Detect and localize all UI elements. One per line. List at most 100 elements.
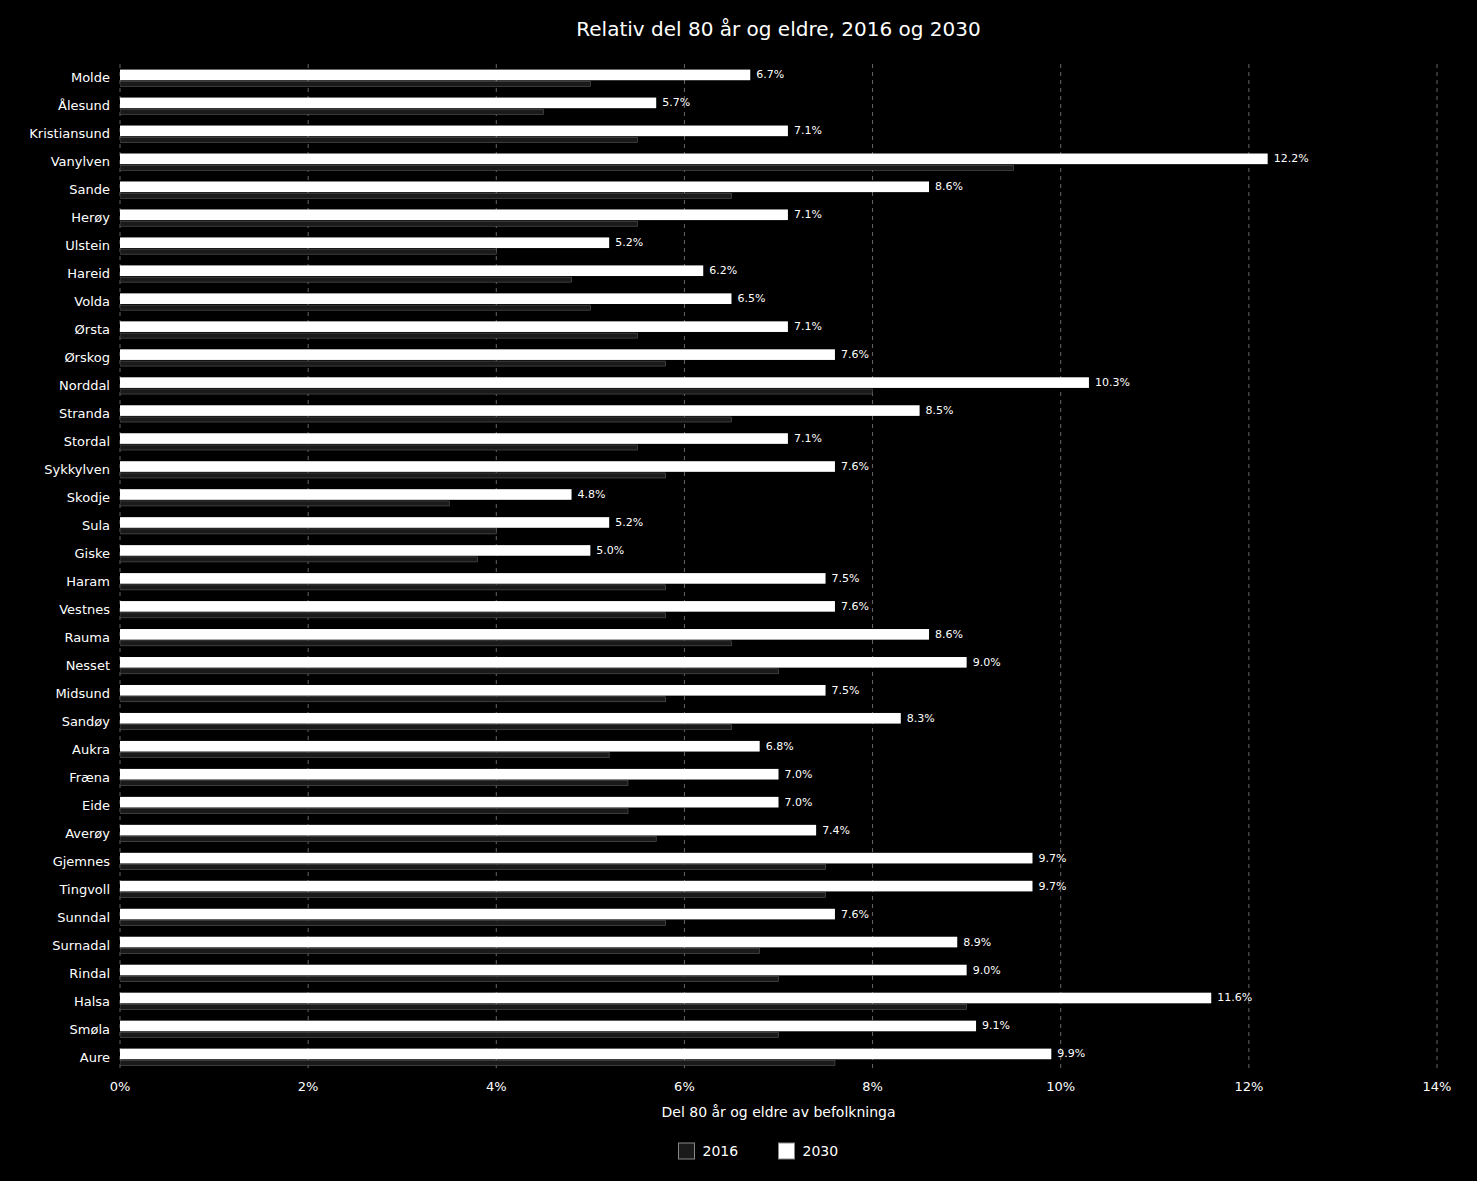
bar — [120, 713, 901, 724]
bar — [120, 657, 967, 668]
y-tick-label: Kristiansund — [29, 126, 110, 141]
bar — [120, 1004, 967, 1009]
bar — [120, 265, 703, 276]
grid-line — [1060, 64, 1061, 1071]
data-label: 7.4% — [822, 824, 850, 837]
x-ticks: 0%2%4%6%8%10%12%14% — [110, 1079, 1452, 1094]
bar — [120, 921, 666, 926]
data-label: 8.6% — [935, 180, 963, 193]
bar — [120, 349, 835, 360]
grid-line — [1437, 64, 1438, 1071]
y-tick-label: Fræna — [69, 770, 110, 785]
bar — [120, 321, 788, 332]
bar — [120, 70, 750, 81]
y-tick-label: Hareid — [67, 266, 110, 281]
grid-line — [872, 64, 873, 1071]
bar — [120, 126, 788, 137]
bar — [120, 741, 760, 752]
y-tick-label: Herøy — [71, 210, 110, 225]
bar — [120, 137, 637, 142]
data-label: 8.6% — [935, 628, 963, 641]
data-label: 7.6% — [841, 460, 869, 473]
bar — [120, 1032, 779, 1037]
y-tick-label: Eide — [82, 798, 110, 813]
bar — [120, 613, 666, 618]
y-tick-label: Vestnes — [59, 602, 110, 617]
bar — [120, 249, 496, 254]
data-label: 5.2% — [615, 516, 643, 529]
y-tick-label: Smøla — [70, 1022, 110, 1037]
y-tick-label: Sandøy — [62, 714, 111, 729]
data-label: 8.9% — [963, 936, 991, 949]
bar — [120, 473, 666, 478]
data-label: 10.3% — [1095, 376, 1130, 389]
x-tick-label: 0% — [110, 1079, 131, 1094]
data-label: 4.8% — [578, 488, 606, 501]
bar — [120, 976, 779, 981]
bar — [120, 1049, 1051, 1060]
data-label: 5.7% — [662, 96, 690, 109]
title: Relativ del 80 år og eldre, 2016 og 2030 — [576, 17, 980, 41]
bar — [120, 573, 826, 584]
data-label: 7.1% — [794, 124, 822, 137]
y-tick-label: Midsund — [55, 686, 110, 701]
y-ticks: MoldeÅlesundKristiansundVanylvenSandeHer… — [29, 70, 110, 1064]
data-label: 6.8% — [766, 740, 794, 753]
y-tick-label: Rindal — [69, 966, 110, 981]
y-tick-label: Sula — [82, 518, 110, 533]
bar — [120, 825, 816, 836]
data-label: 8.5% — [926, 404, 954, 417]
chart: 0%2%4%6%8%10%12%14%6.7%5.7%7.1%12.2%8.6%… — [0, 0, 1477, 1181]
y-tick-label: Haram — [66, 574, 110, 589]
data-label: 7.0% — [785, 796, 813, 809]
y-tick-label: Gjemnes — [53, 854, 111, 869]
y-tick-label: Ulstein — [65, 238, 110, 253]
bar — [120, 909, 835, 920]
bar — [120, 1021, 976, 1032]
y-tick-label: Stranda — [59, 406, 110, 421]
data-label: 11.6% — [1217, 991, 1252, 1004]
grid-line — [1248, 64, 1249, 1071]
y-tick-label: Averøy — [65, 826, 110, 841]
x-tick-label: 14% — [1423, 1079, 1452, 1094]
y-tick-label: Tingvoll — [58, 882, 110, 897]
x-tick-label: 2% — [298, 1079, 319, 1094]
bar — [120, 881, 1032, 892]
data-label: 7.0% — [785, 768, 813, 781]
bar — [120, 221, 637, 226]
data-label: 9.9% — [1057, 1047, 1085, 1060]
data-labels: 6.7%5.7%7.1%12.2%8.6%7.1%5.2%6.2%6.5%7.1… — [578, 68, 1309, 1060]
y-tick-label: Volda — [74, 294, 110, 309]
bar — [120, 305, 590, 310]
bar — [120, 557, 477, 562]
bar — [120, 753, 609, 758]
bar — [120, 461, 835, 472]
bar — [120, 81, 590, 86]
y-tick-label: Molde — [71, 70, 110, 85]
background — [0, 0, 1477, 1181]
data-label: 7.6% — [841, 908, 869, 921]
y-tick-label: Giske — [74, 546, 110, 561]
data-label: 7.6% — [841, 600, 869, 613]
bar — [120, 293, 731, 304]
bar — [120, 545, 590, 556]
bar — [120, 98, 656, 109]
bar — [120, 837, 656, 842]
bar — [120, 165, 1014, 170]
bar — [120, 529, 496, 534]
bar — [120, 361, 666, 366]
bar — [120, 601, 835, 612]
bar — [120, 154, 1268, 165]
bar — [120, 585, 666, 590]
y-tick-label: Sunndal — [57, 910, 110, 925]
bar — [120, 853, 1032, 864]
x-tick-label: 10% — [1046, 1079, 1075, 1094]
bar — [120, 965, 967, 976]
legend: 20162030 — [679, 1143, 839, 1159]
x-tick-label: 4% — [486, 1079, 507, 1094]
bar — [120, 641, 731, 646]
data-label: 7.1% — [794, 432, 822, 445]
bar — [120, 517, 609, 528]
bar — [120, 669, 779, 674]
bar — [120, 445, 637, 450]
